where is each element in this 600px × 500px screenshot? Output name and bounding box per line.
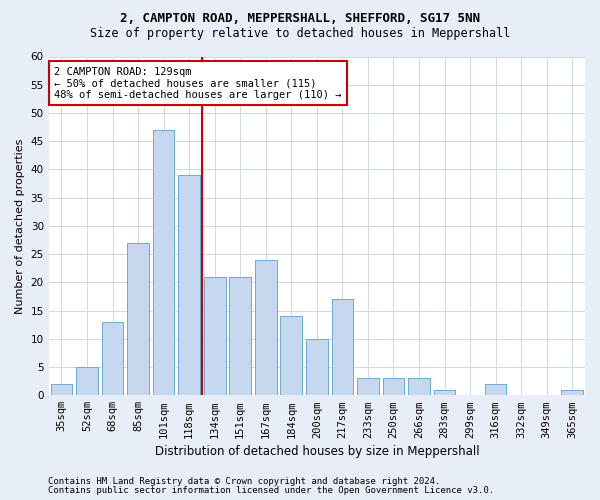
- Bar: [357, 378, 379, 395]
- Bar: [101, 322, 124, 395]
- Bar: [434, 390, 455, 395]
- Bar: [280, 316, 302, 395]
- Bar: [485, 384, 506, 395]
- Bar: [178, 175, 200, 395]
- Bar: [153, 130, 175, 395]
- Text: 2, CAMPTON ROAD, MEPPERSHALL, SHEFFORD, SG17 5NN: 2, CAMPTON ROAD, MEPPERSHALL, SHEFFORD, …: [120, 12, 480, 26]
- Bar: [332, 299, 353, 395]
- Bar: [50, 384, 72, 395]
- Bar: [562, 390, 583, 395]
- Bar: [229, 276, 251, 395]
- Text: Size of property relative to detached houses in Meppershall: Size of property relative to detached ho…: [90, 28, 510, 40]
- Bar: [306, 338, 328, 395]
- Text: Contains HM Land Registry data © Crown copyright and database right 2024.: Contains HM Land Registry data © Crown c…: [48, 477, 440, 486]
- Bar: [255, 260, 277, 395]
- Y-axis label: Number of detached properties: Number of detached properties: [15, 138, 25, 314]
- Bar: [76, 367, 98, 395]
- Bar: [204, 276, 226, 395]
- Text: 2 CAMPTON ROAD: 129sqm
← 50% of detached houses are smaller (115)
48% of semi-de: 2 CAMPTON ROAD: 129sqm ← 50% of detached…: [54, 66, 341, 100]
- X-axis label: Distribution of detached houses by size in Meppershall: Distribution of detached houses by size …: [155, 444, 479, 458]
- Bar: [383, 378, 404, 395]
- Text: Contains public sector information licensed under the Open Government Licence v3: Contains public sector information licen…: [48, 486, 494, 495]
- Bar: [127, 243, 149, 395]
- Bar: [408, 378, 430, 395]
